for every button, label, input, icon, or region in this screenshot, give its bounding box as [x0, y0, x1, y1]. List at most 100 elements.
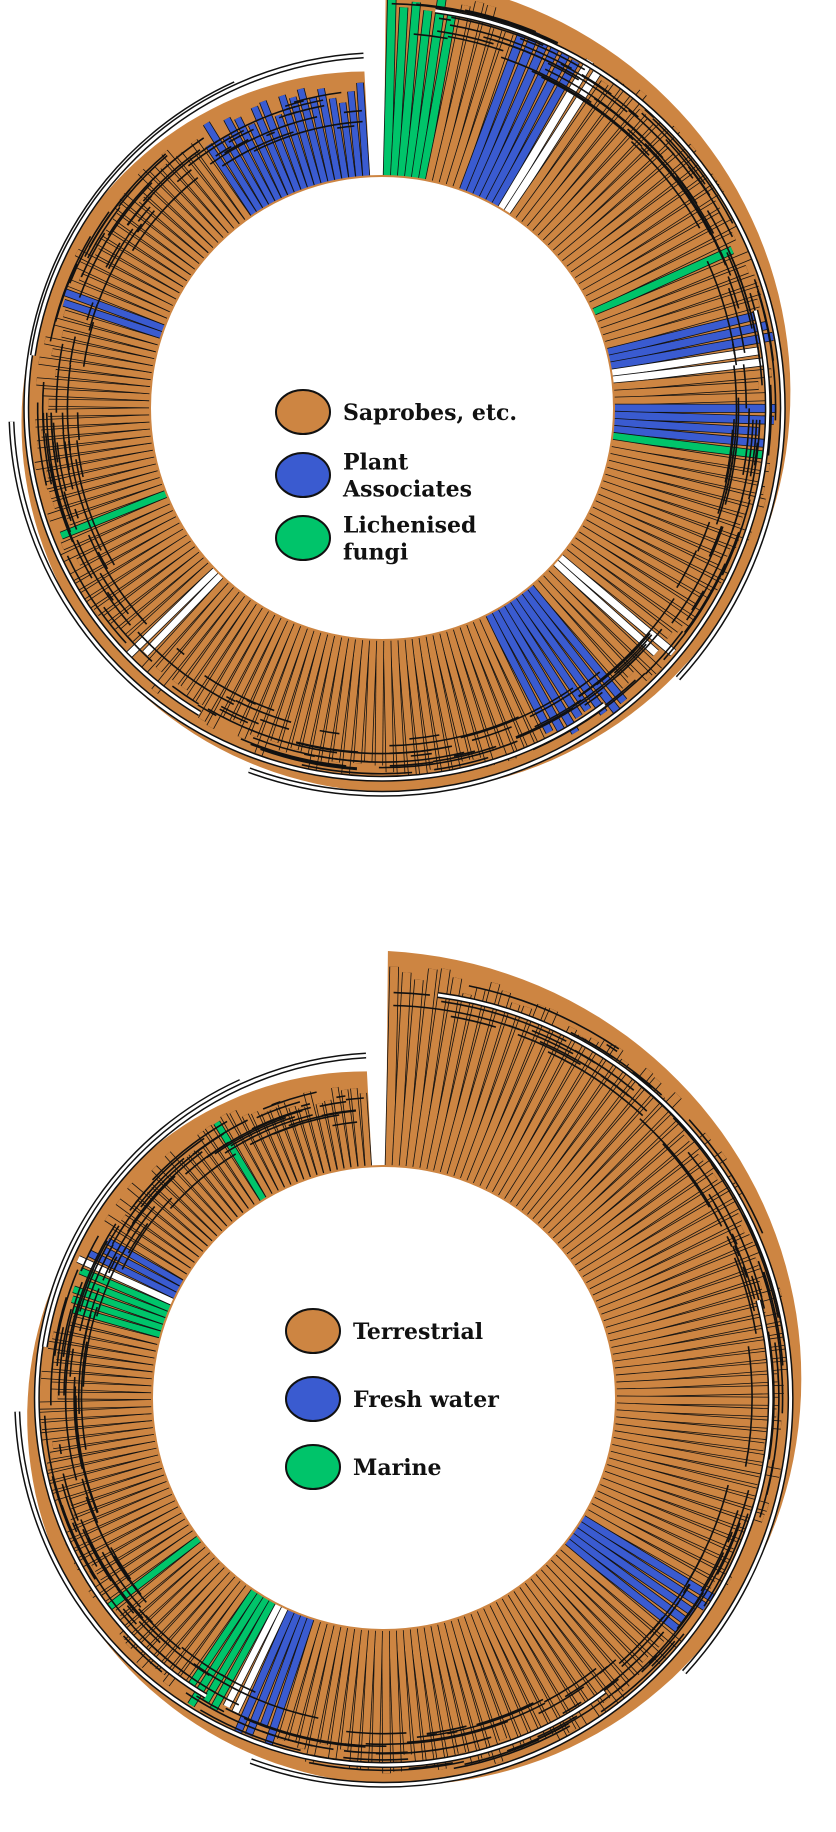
branch	[507, 1590, 588, 1710]
node-arc	[127, 1223, 149, 1254]
branch	[103, 546, 200, 622]
branch	[50, 1434, 156, 1459]
node-arc	[413, 33, 448, 40]
branch	[354, 639, 370, 764]
node-arc	[640, 146, 650, 156]
branch	[602, 474, 743, 525]
branch	[611, 357, 766, 384]
branch	[120, 193, 205, 264]
branch	[592, 246, 734, 316]
clade-6	[115, 1540, 253, 1687]
branch	[127, 1183, 208, 1252]
node-arc	[293, 91, 342, 103]
node-arc	[757, 1260, 784, 1414]
node-arc	[767, 1331, 775, 1460]
branch	[36, 378, 151, 394]
node-arc	[260, 748, 357, 771]
node-arc	[434, 756, 489, 771]
node-arc	[753, 442, 759, 466]
node-arc	[69, 211, 110, 284]
branch	[278, 94, 315, 189]
node-arc	[393, 1004, 520, 1031]
branch	[289, 1106, 317, 1178]
branch	[578, 201, 720, 291]
branch	[596, 1484, 737, 1549]
legend-label: Fresh water	[353, 1387, 499, 1413]
branch	[72, 1286, 167, 1325]
node-arc	[228, 128, 254, 143]
branch	[611, 1437, 781, 1477]
branch	[432, 632, 470, 762]
clade-4	[509, 78, 742, 311]
node-arc	[76, 539, 132, 626]
branch	[439, 631, 481, 760]
branch	[143, 572, 224, 656]
node-arc	[101, 1551, 142, 1608]
branch	[39, 1399, 153, 1409]
node-arc	[63, 491, 78, 530]
node-arc	[319, 1100, 347, 1108]
node-arc	[596, 656, 630, 686]
branch	[309, 97, 335, 183]
branch	[138, 169, 219, 248]
node-arc	[199, 1709, 301, 1752]
node-arc	[438, 17, 451, 21]
branch	[443, 1620, 490, 1759]
bracket-fill	[248, 310, 770, 796]
node-arc	[208, 99, 324, 148]
node-arc	[630, 141, 648, 158]
branch	[406, 968, 437, 1168]
branch	[196, 603, 263, 705]
node-arc	[672, 1117, 720, 1175]
branch	[206, 143, 257, 217]
branch	[589, 1213, 742, 1297]
node-arc	[686, 497, 744, 621]
node-arc	[220, 705, 259, 725]
branch	[582, 213, 723, 297]
branch	[137, 1566, 230, 1668]
node-arc	[308, 1760, 465, 1772]
node-arc	[500, 56, 592, 104]
node-arc	[138, 1608, 181, 1650]
node-arc	[688, 1119, 764, 1234]
clade-17	[123, 567, 224, 661]
node-arc	[332, 1121, 358, 1127]
node-arc	[614, 1592, 705, 1693]
node-arc	[226, 695, 236, 703]
node-arc	[288, 1110, 357, 1127]
branch	[75, 249, 177, 306]
branch	[71, 1316, 160, 1345]
branch	[51, 348, 154, 373]
branch	[613, 1336, 789, 1370]
node-arc	[710, 1490, 750, 1585]
branch	[172, 591, 245, 685]
branch	[242, 1113, 285, 1191]
node-arc	[284, 100, 304, 107]
node-arc	[80, 1332, 87, 1360]
branch	[52, 1427, 155, 1449]
branch	[592, 1225, 745, 1303]
clade-0	[382, 0, 457, 181]
branch	[383, 0, 396, 177]
branch	[463, 1613, 523, 1752]
branch	[76, 510, 177, 565]
branch	[587, 1503, 732, 1585]
node-arc	[56, 442, 67, 492]
branch	[255, 625, 308, 756]
node-arc	[572, 643, 647, 708]
node-arc	[644, 108, 655, 119]
branch	[68, 1325, 159, 1351]
node-arc	[687, 166, 734, 238]
branch	[609, 332, 774, 370]
branch	[331, 1087, 351, 1170]
node-arc	[171, 685, 199, 705]
node-arc	[102, 1175, 176, 1281]
clade-1	[563, 1514, 715, 1633]
branch	[486, 1026, 577, 1194]
branch	[116, 1541, 206, 1616]
branch	[479, 615, 546, 745]
branch	[176, 152, 240, 229]
node-arc	[337, 125, 355, 129]
branch	[590, 1497, 728, 1570]
legend-label: fungi	[343, 540, 408, 566]
